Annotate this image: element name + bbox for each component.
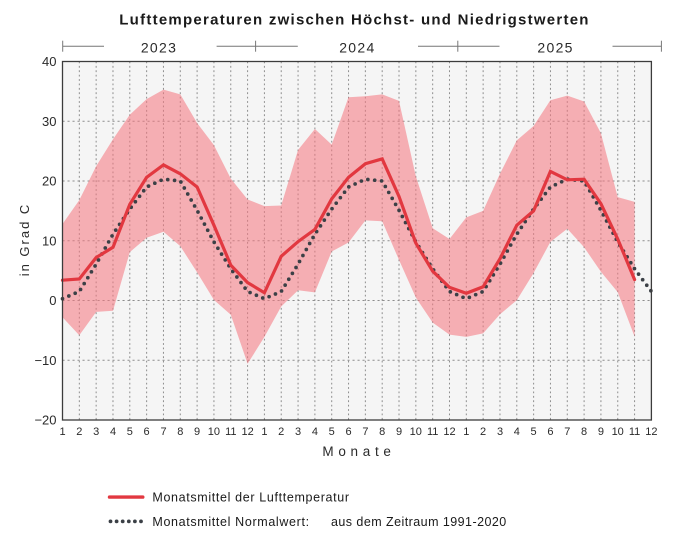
svg-text:8: 8 <box>581 426 587 438</box>
svg-text:10: 10 <box>612 426 624 438</box>
svg-text:4: 4 <box>514 426 520 438</box>
svg-text:1: 1 <box>59 426 65 438</box>
svg-text:9: 9 <box>396 426 402 438</box>
svg-text:2: 2 <box>278 426 284 438</box>
svg-text:11: 11 <box>427 426 438 438</box>
svg-text:in Grad C: in Grad C <box>17 203 32 277</box>
svg-text:6: 6 <box>345 426 351 438</box>
svg-text:0: 0 <box>49 293 56 308</box>
svg-text:20: 20 <box>42 174 56 189</box>
svg-text:40: 40 <box>42 54 56 69</box>
svg-text:6: 6 <box>144 426 150 438</box>
svg-text:30: 30 <box>42 114 56 129</box>
svg-text:7: 7 <box>160 426 166 438</box>
svg-text:−20: −20 <box>34 413 56 428</box>
svg-text:Monate: Monate <box>322 444 395 459</box>
svg-text:3: 3 <box>497 426 503 438</box>
svg-text:5: 5 <box>127 426 133 438</box>
svg-text:9: 9 <box>194 426 200 438</box>
svg-text:3: 3 <box>93 426 99 438</box>
svg-text:2: 2 <box>76 426 82 438</box>
svg-text:4: 4 <box>312 426 318 438</box>
svg-text:10: 10 <box>410 426 422 438</box>
svg-text:12: 12 <box>241 426 253 438</box>
svg-text:12: 12 <box>443 426 455 438</box>
svg-text:Monatsmittel der Lufttemperatu: Monatsmittel der Lufttemperatur <box>152 491 349 505</box>
svg-text:7: 7 <box>362 426 368 438</box>
svg-text:8: 8 <box>177 426 183 438</box>
svg-text:1: 1 <box>463 426 469 438</box>
svg-text:2: 2 <box>480 426 486 438</box>
svg-text:5: 5 <box>531 426 537 438</box>
svg-text:−10: −10 <box>34 353 56 368</box>
svg-text:4: 4 <box>110 426 116 438</box>
svg-text:aus dem Zeitraum 1991-2020: aus dem Zeitraum 1991-2020 <box>331 515 507 529</box>
svg-text:6: 6 <box>547 426 553 438</box>
svg-text:9: 9 <box>598 426 604 438</box>
svg-text:Monatsmittel Normalwert:: Monatsmittel Normalwert: <box>152 515 309 529</box>
svg-text:5: 5 <box>329 426 335 438</box>
svg-text:12: 12 <box>645 426 657 438</box>
svg-text:1: 1 <box>261 426 267 438</box>
svg-text:2023: 2023 <box>141 40 177 56</box>
svg-text:11: 11 <box>629 426 640 438</box>
svg-text:7: 7 <box>564 426 570 438</box>
svg-text:3: 3 <box>295 426 301 438</box>
svg-text:11: 11 <box>225 426 236 438</box>
svg-text:Lufttemperaturen zwischen Höch: Lufttemperaturen zwischen Höchst- und Ni… <box>119 12 589 29</box>
svg-text:2024: 2024 <box>339 40 375 56</box>
svg-text:10: 10 <box>42 233 56 248</box>
svg-text:2025: 2025 <box>537 40 573 56</box>
svg-text:8: 8 <box>379 426 385 438</box>
svg-text:10: 10 <box>208 426 220 438</box>
